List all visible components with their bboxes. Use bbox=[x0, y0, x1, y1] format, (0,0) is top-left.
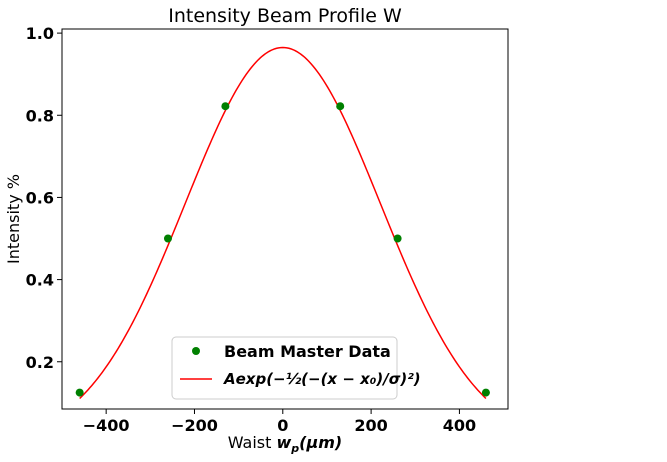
data-point bbox=[221, 102, 230, 111]
y-tick-label: 0.8 bbox=[26, 106, 54, 125]
fit-curve-line bbox=[79, 46, 487, 400]
x-axis-label-symbol: w bbox=[277, 433, 292, 452]
legend: Beam Master Data Aexp(−½(−(x − x₀)/σ)²) bbox=[171, 336, 421, 400]
legend-frame bbox=[171, 336, 398, 400]
x-tick-label: 0 bbox=[277, 416, 288, 435]
x-axis-label-subscript: p bbox=[290, 442, 299, 455]
data-points-layer bbox=[75, 102, 490, 397]
chart-title: Intensity Beam Profile W bbox=[168, 5, 402, 27]
x-axis-label: Waist wp(μm) bbox=[228, 433, 342, 455]
data-point bbox=[393, 234, 402, 243]
x-tick-label: 400 bbox=[443, 416, 476, 435]
x-tick-label: 200 bbox=[354, 416, 387, 435]
legend-label-fit: Aexp(−½(−(x − x₀)/σ)²) bbox=[223, 370, 421, 388]
data-point bbox=[163, 234, 172, 243]
fit-curve-layer bbox=[79, 46, 487, 400]
x-axis-label-unit: (μm) bbox=[299, 433, 342, 452]
y-axis-label: Intensity % bbox=[4, 174, 23, 264]
y-tick-label: 0.4 bbox=[26, 271, 54, 290]
x-axis-label-prefix: Waist bbox=[228, 433, 277, 452]
y-tick-label: 1.0 bbox=[26, 24, 54, 43]
y-tick-label: 0.2 bbox=[26, 353, 54, 372]
x-tick-label: −200 bbox=[171, 416, 218, 435]
x-axis-ticks: −400 −200 0 200 400 bbox=[83, 409, 476, 435]
data-point bbox=[481, 388, 490, 397]
x-tick-label: −400 bbox=[83, 416, 130, 435]
y-axis-ticks: 0.2 0.4 0.6 0.8 1.0 bbox=[26, 24, 62, 372]
legend-label-data: Beam Master Data bbox=[224, 342, 391, 361]
legend-marker-data bbox=[192, 347, 200, 355]
y-tick-label: 0.6 bbox=[26, 188, 54, 207]
data-point bbox=[336, 102, 345, 111]
data-point bbox=[75, 388, 84, 397]
